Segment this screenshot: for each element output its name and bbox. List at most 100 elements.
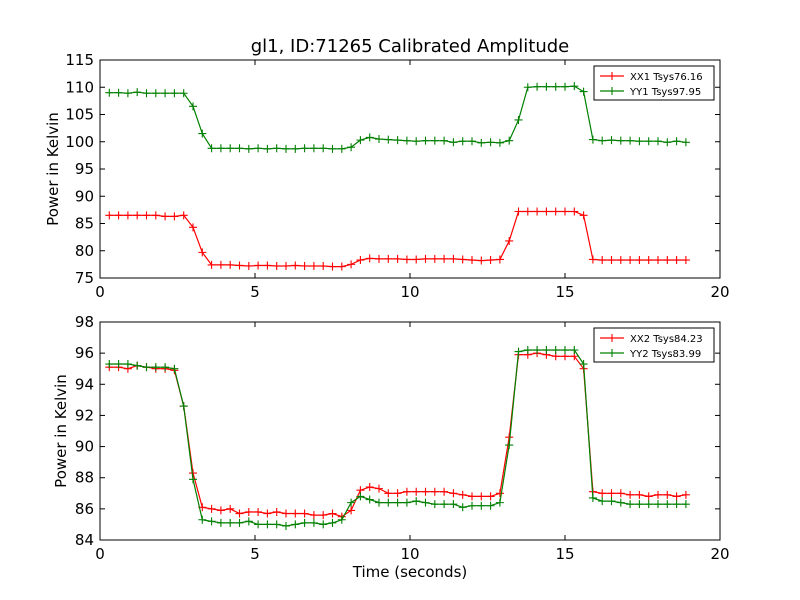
data-point — [216, 518, 225, 527]
data-point — [328, 262, 337, 271]
data-point — [189, 102, 197, 111]
data-point — [337, 515, 346, 524]
data-point — [635, 256, 644, 265]
data-point — [300, 518, 309, 527]
data-point — [561, 207, 569, 216]
data-point — [356, 492, 365, 501]
data-point — [282, 144, 290, 153]
data-point — [607, 256, 616, 265]
data-point — [561, 346, 569, 355]
data-point — [216, 144, 225, 153]
data-point — [616, 489, 625, 498]
data-point — [495, 138, 504, 147]
y-axis-label: Power in Kelvin — [52, 374, 70, 488]
data-point — [468, 137, 476, 146]
data-point — [393, 498, 402, 507]
data-point — [365, 133, 374, 142]
data-point — [663, 490, 672, 499]
data-point — [337, 262, 346, 271]
data-point — [616, 136, 625, 145]
data-point — [216, 506, 225, 515]
data-point — [495, 255, 504, 264]
data-point — [244, 262, 253, 271]
data-point — [393, 489, 402, 498]
data-point — [114, 88, 123, 97]
data-point — [170, 364, 179, 373]
data-point — [198, 248, 207, 257]
data-point — [477, 492, 486, 501]
data-point — [328, 518, 337, 527]
data-point — [598, 489, 607, 498]
data-point — [123, 211, 132, 220]
y-tick-label: 84 — [75, 531, 94, 549]
legend-marker — [608, 72, 616, 80]
data-point — [430, 254, 439, 263]
data-point — [635, 500, 644, 509]
data-point — [514, 347, 523, 356]
data-point — [644, 137, 653, 146]
data-point — [235, 144, 244, 153]
data-point — [161, 363, 170, 372]
data-point — [449, 489, 458, 498]
data-point — [505, 441, 514, 450]
data-point — [551, 82, 560, 91]
data-point — [244, 507, 253, 516]
data-point — [226, 518, 235, 527]
data-point — [542, 207, 551, 216]
data-point — [291, 520, 300, 529]
data-point — [607, 489, 616, 498]
data-point — [449, 138, 458, 147]
data-point — [598, 136, 607, 145]
data-point — [654, 490, 662, 499]
data-point — [412, 487, 421, 496]
legend-marker — [608, 349, 616, 357]
data-point — [263, 144, 272, 153]
data-point — [542, 346, 551, 355]
legend: XX1 Tsys76.16 YY1 Tsys97.95 — [593, 65, 715, 101]
data-point — [282, 521, 290, 530]
y-tick-label: 90 — [75, 438, 94, 456]
data-point — [123, 89, 132, 98]
data-point — [616, 498, 625, 507]
data-point — [309, 262, 318, 271]
y-tick-label: 80 — [75, 242, 94, 260]
data-point — [477, 501, 486, 510]
data-point — [598, 256, 607, 265]
data-point — [384, 498, 393, 507]
y-tick-label: 86 — [75, 500, 94, 518]
data-point — [263, 261, 272, 270]
y-tick-label: 94 — [75, 375, 94, 393]
data-point — [133, 88, 142, 97]
data-point — [672, 492, 681, 501]
data-point — [179, 402, 188, 411]
data-point — [328, 144, 337, 153]
data-point — [570, 346, 579, 355]
data-point — [198, 515, 207, 524]
y-tick-label: 85 — [75, 215, 94, 233]
y-tick-label: 100 — [65, 133, 94, 151]
x-tick-label: 10 — [400, 545, 419, 563]
data-point — [635, 490, 644, 499]
data-point — [654, 500, 662, 509]
data-point — [161, 89, 170, 98]
data-point — [189, 223, 197, 232]
data-point — [644, 256, 653, 265]
data-point — [523, 83, 532, 92]
y-tick-label: 75 — [75, 269, 94, 287]
data-point — [151, 89, 160, 98]
data-point — [514, 207, 523, 216]
data-point — [189, 475, 197, 484]
x-tick-label: 20 — [710, 545, 729, 563]
data-point — [663, 256, 672, 265]
data-point — [291, 261, 300, 270]
data-point — [133, 361, 142, 370]
data-point — [328, 509, 337, 518]
data-point — [319, 262, 328, 271]
data-point — [635, 137, 644, 146]
y-tick-label: 110 — [65, 78, 94, 96]
x-tick-label: 5 — [250, 283, 260, 301]
data-point — [505, 236, 514, 245]
y-tick-label: 88 — [75, 469, 94, 487]
data-point — [272, 520, 281, 529]
